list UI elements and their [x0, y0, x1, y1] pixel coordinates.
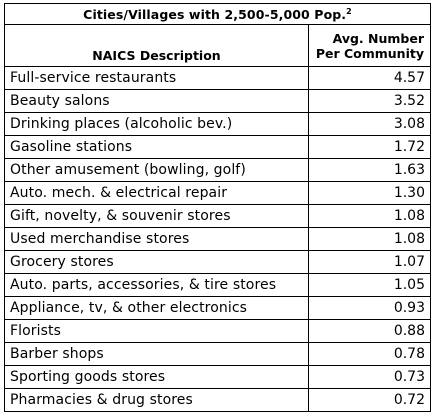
avg-number-cell: 1.07 — [308, 250, 431, 274]
table-row: Used merchandise stores 1.08 — [4, 227, 431, 251]
table-title-text: Cities/Villages with 2,500-5,000 Pop. — [83, 6, 347, 22]
naics-description-cell: Full-service restaurants — [4, 66, 309, 90]
table-row: Grocery stores 1.07 — [4, 250, 431, 274]
table-row: Florists 0.88 — [4, 319, 431, 343]
table-row: Gasoline stations 1.72 — [4, 135, 431, 159]
header-avg-line1: Avg. Number — [332, 30, 424, 46]
table-title-row: Cities/Villages with 2,500-5,000 Pop.2 — [4, 3, 431, 25]
header-avg-line2: Per Community — [315, 45, 424, 61]
table-title-footnote: 2 — [346, 6, 352, 16]
avg-number-cell: 1.08 — [308, 227, 431, 251]
naics-description-cell: Other amusement (bowling, golf) — [4, 158, 309, 182]
naics-description-cell: Auto. mech. & electrical repair — [4, 181, 309, 205]
naics-description-cell: Barber shops — [4, 342, 309, 366]
naics-description-cell: Drinking places (alcoholic bev.) — [4, 112, 309, 136]
naics-description-cell: Used merchandise stores — [4, 227, 309, 251]
table-row: Gift, novelty, & souvenir stores 1.08 — [4, 204, 431, 228]
avg-number-cell: 1.72 — [308, 135, 431, 159]
table-header-row: NAICS Description Avg. Number Per Commun… — [4, 24, 431, 67]
table-row: Drinking places (alcoholic bev.) 3.08 — [4, 112, 431, 136]
naics-description-cell: Gift, novelty, & souvenir stores — [4, 204, 309, 228]
table-title: Cities/Villages with 2,500-5,000 Pop.2 — [4, 3, 431, 25]
table-row: Full-service restaurants 4.57 — [4, 66, 431, 90]
avg-number-cell: 3.52 — [308, 89, 431, 113]
avg-number-cell: 3.08 — [308, 112, 431, 136]
table-row: Appliance, tv, & other electronics 0.93 — [4, 296, 431, 320]
table-row: Beauty salons 3.52 — [4, 89, 431, 113]
table-row: Auto. mech. & electrical repair 1.30 — [4, 181, 431, 205]
naics-description-cell: Pharmacies & drug stores — [4, 388, 309, 412]
avg-number-cell: 0.72 — [308, 388, 431, 412]
header-naics-description: NAICS Description — [4, 24, 309, 67]
header-avg-number: Avg. Number Per Community — [308, 24, 431, 67]
avg-number-cell: 0.93 — [308, 296, 431, 320]
business-counts-table: Cities/Villages with 2,500-5,000 Pop.2 N… — [4, 3, 431, 412]
avg-number-cell: 0.88 — [308, 319, 431, 343]
table-row: Barber shops 0.78 — [4, 342, 431, 366]
table-body: Full-service restaurants 4.57 Beauty salon… — [4, 66, 431, 412]
naics-description-cell: Sporting goods stores — [4, 365, 309, 389]
avg-number-cell: 0.73 — [308, 365, 431, 389]
avg-number-cell: 4.57 — [308, 66, 431, 90]
naics-description-cell: Gasoline stations — [4, 135, 309, 159]
avg-number-cell: 0.78 — [308, 342, 431, 366]
avg-number-cell: 1.63 — [308, 158, 431, 182]
table-row: Auto. parts, accessories, & tire stores 1… — [4, 273, 431, 297]
business-table-container: Cities/Villages with 2,500-5,000 Pop.2 N… — [4, 3, 431, 412]
avg-number-cell: 1.05 — [308, 273, 431, 297]
table-row: Sporting goods stores 0.73 — [4, 365, 431, 389]
naics-description-cell: Appliance, tv, & other electronics — [4, 296, 309, 320]
avg-number-cell: 1.30 — [308, 181, 431, 205]
naics-description-cell: Grocery stores — [4, 250, 309, 274]
table-row: Other amusement (bowling, golf) 1.63 — [4, 158, 431, 182]
avg-number-cell: 1.08 — [308, 204, 431, 228]
naics-description-cell: Florists — [4, 319, 309, 343]
naics-description-cell: Auto. parts, accessories, & tire stores — [4, 273, 309, 297]
table-row: Pharmacies & drug stores 0.72 — [4, 388, 431, 412]
naics-description-cell: Beauty salons — [4, 89, 309, 113]
